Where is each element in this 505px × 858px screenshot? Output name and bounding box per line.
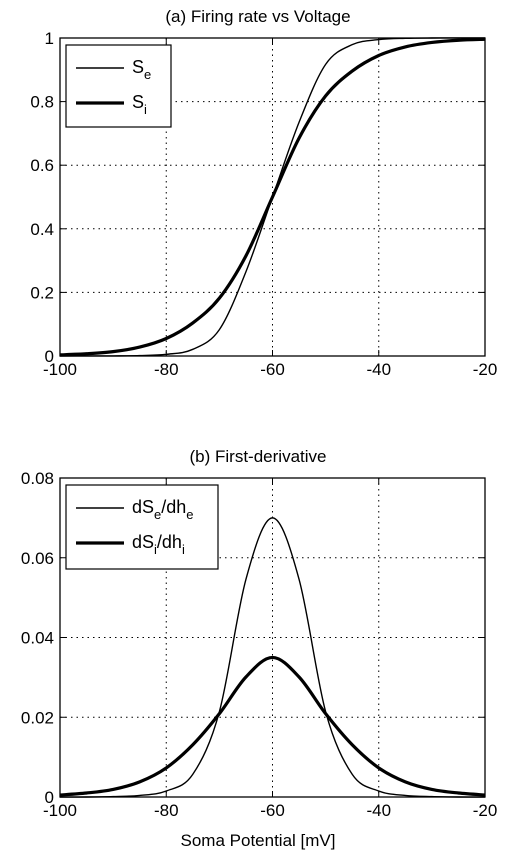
y-tick-label: 0.8 [30, 93, 54, 112]
panel-b-grid [60, 478, 485, 797]
panel-b-axes: -100 -80 -60 -40 -20 0 0.02 0.04 0.06 0.08 [21, 469, 497, 820]
y-tick-label: 0.02 [21, 708, 54, 727]
x-tick-label: -20 [473, 360, 498, 379]
legend-label: dSe/dhe [132, 497, 194, 522]
y-tick-label: 0.08 [21, 469, 54, 488]
y-tick-label: 0.06 [21, 549, 54, 568]
y-tick-label: 0 [45, 788, 54, 807]
x-tick-label: -60 [260, 360, 285, 379]
x-tick-label: -80 [154, 360, 179, 379]
series-line-0 [59, 517, 486, 798]
x-tick-label: -80 [154, 801, 179, 820]
x-tick-label: -40 [366, 360, 391, 379]
y-tick-label: 0 [45, 347, 54, 366]
series-line-1 [59, 37, 486, 357]
legend-label: Se [132, 57, 151, 82]
y-tick-label: 0.04 [21, 629, 54, 648]
x-tick-label: -100 [43, 801, 77, 820]
panel-a: (a) Firing rate vs Voltage -100 -80 -60 -40… [30, 7, 497, 379]
x-tick-label: -100 [43, 360, 77, 379]
y-tick-label: 0.6 [30, 156, 54, 175]
panel-b-legend: dSe/dhe dSi/dhi [65, 484, 219, 570]
y-tick-label: 1 [45, 29, 54, 48]
x-tick-label: -20 [473, 801, 498, 820]
legend-box [65, 484, 219, 570]
x-tick-label: -40 [366, 801, 391, 820]
legend-box [65, 44, 172, 128]
panel-b-series [59, 517, 486, 798]
panel-a-axes: -100 -80 -60 -40 -20 0 0.2 0.4 0.6 0.8 1 [30, 29, 497, 379]
panel-b-title: (b) First-derivative [190, 447, 327, 466]
legend-label: dSi/dhi [132, 532, 185, 557]
panel-a-title: (a) Firing rate vs Voltage [165, 7, 350, 26]
panel-a-grid [60, 38, 485, 356]
panel-b-xlabel: Soma Potential [mV] [181, 831, 336, 850]
y-tick-label: 0.4 [30, 220, 54, 239]
x-tick-label: -60 [260, 801, 285, 820]
y-tick-label: 0.2 [30, 283, 54, 302]
series-line-1 [59, 655, 486, 797]
legend-label: Si [132, 92, 147, 117]
panel-b: (b) First-derivative -100 -80 -60 -40 -20 0 0.… [21, 447, 497, 850]
panel-a-legend: Se Si [65, 44, 172, 128]
